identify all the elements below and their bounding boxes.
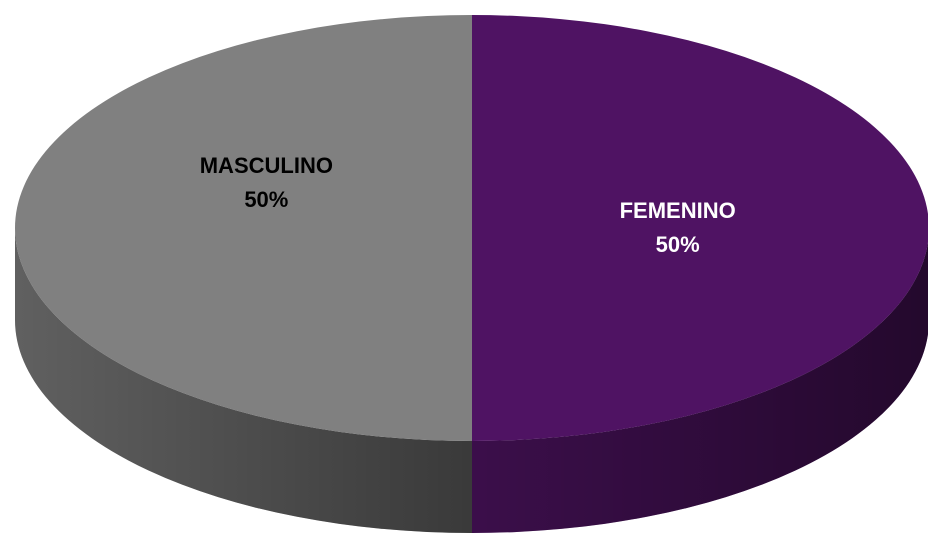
- slice: [472, 15, 928, 441]
- slice: [15, 15, 472, 441]
- slice-side-shade: [472, 241, 928, 533]
- slice-label: MASCULINO: [200, 153, 333, 178]
- slice-side-shade: [15, 228, 472, 533]
- slice-value-label: 50%: [244, 187, 288, 212]
- slice-label: FEMENINO: [620, 198, 736, 223]
- slice-value-label: 50%: [656, 232, 700, 257]
